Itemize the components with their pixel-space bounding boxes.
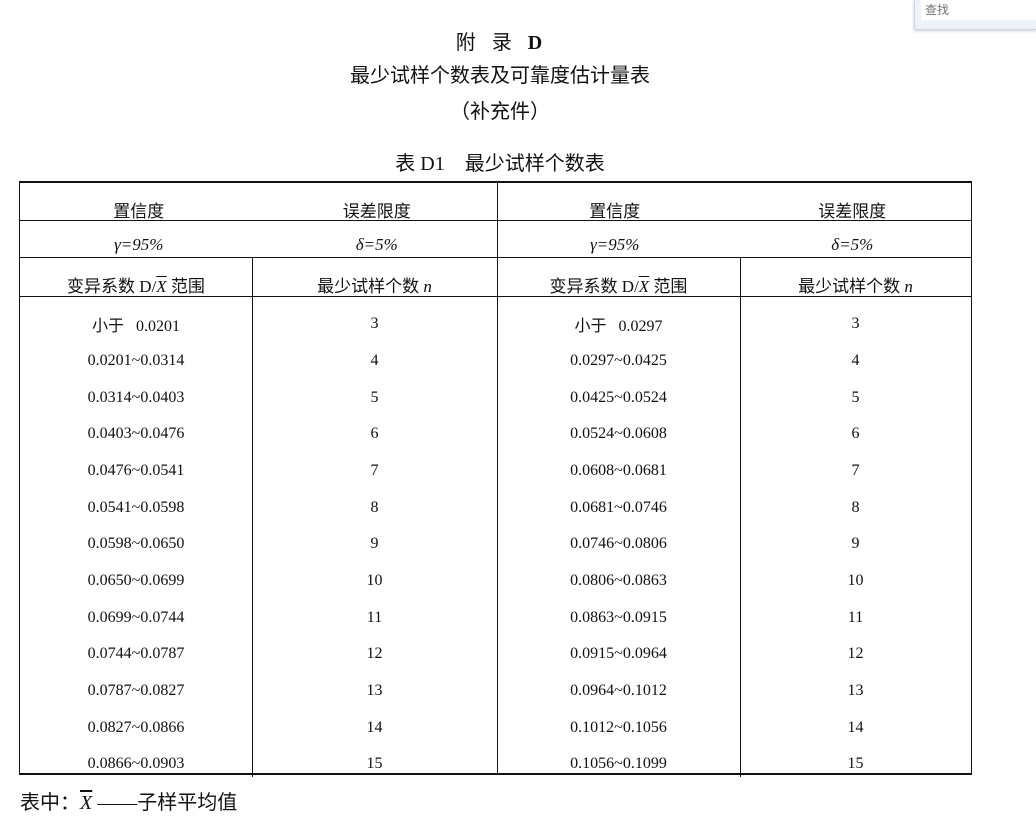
sample-count-cell: 9 bbox=[370, 535, 379, 553]
sample-count-cell: 13 bbox=[847, 681, 864, 699]
table-note: 表中：X ——子样平均值 bbox=[20, 792, 238, 814]
range-cell: 0.1012~0.1056 bbox=[570, 718, 667, 736]
sample-count-cell: 3 bbox=[370, 315, 379, 333]
header-row-3: 变异系数 D/X 范围 最少试样个数 n 变异系数 D/X 范围 最少试样个数 … bbox=[20, 258, 971, 297]
sample-count-cell: 3 bbox=[851, 315, 860, 333]
range-cell: 0.0201~0.0314 bbox=[87, 351, 185, 369]
table-row: 0.0541~0.0598 8 0.0681~0.0746 8 bbox=[20, 489, 971, 526]
table-row: 0.0598~0.0650 9 0.0746~0.0806 9 bbox=[20, 526, 971, 563]
table-row: 0.0650~0.0699 10 0.0806~0.0863 10 bbox=[20, 563, 971, 600]
appendix-letter: D bbox=[527, 32, 545, 54]
sample-count-cell: 6 bbox=[851, 425, 860, 443]
header-cell: 变异系数 D/X 范围 bbox=[549, 277, 688, 296]
range-cell: 0.0425~0.0524 bbox=[570, 388, 667, 406]
header-row-2: γ=95% δ=5% γ=95% δ=5% bbox=[20, 221, 971, 258]
table-body: 小于 0.0201 3 小于 0.0297 3 0.0201~0.0314 4 0.0297… bbox=[20, 298, 971, 773]
table-row: 0.0476~0.0541 7 0.0608~0.0681 7 bbox=[20, 453, 971, 490]
range-cell: 0.0650~0.0699 bbox=[87, 571, 185, 589]
header-cell: 变异系数 D/X 范围 bbox=[67, 277, 205, 296]
range-cell: 0.0744~0.0787 bbox=[87, 645, 185, 663]
range-cell: 小于 0.0201 bbox=[91, 318, 180, 336]
header-cell: 误差限度 bbox=[342, 202, 411, 221]
range-cell: 0.0598~0.0650 bbox=[87, 535, 185, 553]
table-row: 0.0744~0.0787 12 0.0915~0.0964 12 bbox=[20, 636, 971, 673]
range-cell: 0.0746~0.0806 bbox=[570, 535, 667, 553]
min-sample-table: 置信度 误差限度 置信度 误差限度 γ=95% δ=5% γ=95% δ=5% … bbox=[19, 181, 972, 777]
sample-count-cell: 7 bbox=[851, 461, 860, 479]
range-cell: 小于 0.0297 bbox=[574, 318, 663, 336]
range-cell: 0.0541~0.0598 bbox=[87, 498, 185, 516]
sample-count-cell: 9 bbox=[851, 535, 860, 553]
header-cell: γ=95% bbox=[590, 235, 640, 254]
appendix-label: 附 录 bbox=[455, 32, 514, 54]
range-cell: 0.0915~0.0964 bbox=[570, 645, 667, 663]
table-row: 0.0403~0.0476 6 0.0524~0.0608 6 bbox=[20, 416, 971, 453]
range-cell: 0.0699~0.0744 bbox=[87, 608, 185, 626]
sample-count-cell: 4 bbox=[851, 351, 860, 369]
sample-count-cell: 11 bbox=[366, 608, 383, 626]
sample-count-cell: 15 bbox=[366, 755, 383, 773]
document-title: 最少试样个数表及可靠度估计量表 bbox=[350, 65, 650, 87]
sample-count-cell: 13 bbox=[366, 681, 383, 699]
range-cell: 0.0681~0.0746 bbox=[570, 498, 667, 516]
header-cell: δ=5% bbox=[831, 235, 874, 254]
table-row: 0.0787~0.0827 13 0.0964~0.1012 13 bbox=[20, 673, 971, 710]
table-row: 0.0866~0.0903 15 0.1056~0.1099 15 bbox=[20, 746, 971, 773]
range-cell: 0.0866~0.0903 bbox=[87, 755, 185, 773]
table-row: 小于 0.0201 3 小于 0.0297 3 bbox=[20, 306, 971, 343]
header-cell: γ=95% bbox=[114, 235, 164, 254]
sample-count-cell: 7 bbox=[370, 461, 379, 479]
header-cell: 置信度 bbox=[589, 202, 641, 221]
table-caption: 表 D1 最少试样个数表 bbox=[395, 153, 605, 175]
sample-count-cell: 8 bbox=[370, 498, 379, 516]
sample-count-cell: 10 bbox=[366, 571, 383, 589]
range-cell: 0.0524~0.0608 bbox=[570, 425, 667, 443]
find-input[interactable] bbox=[921, 0, 1036, 20]
appendix-heading: 附 录 D bbox=[0, 26, 1000, 55]
header-cell: 最少试样个数 n bbox=[317, 277, 432, 296]
sample-count-cell: 14 bbox=[847, 718, 864, 736]
document-subtitle: （补充件） bbox=[450, 101, 550, 123]
range-cell: 0.0863~0.0915 bbox=[570, 608, 667, 626]
header-cell: 最少试样个数 n bbox=[798, 277, 913, 296]
range-cell: 0.1056~0.1099 bbox=[570, 755, 667, 773]
range-cell: 0.0297~0.0425 bbox=[570, 351, 667, 369]
range-cell: 0.0476~0.0541 bbox=[87, 461, 185, 479]
header-row-1: 置信度 误差限度 置信度 误差限度 bbox=[20, 183, 971, 221]
sample-count-cell: 15 bbox=[847, 755, 864, 773]
sample-count-cell: 6 bbox=[370, 425, 379, 443]
table-row: 0.0201~0.0314 4 0.0297~0.0425 4 bbox=[20, 343, 971, 380]
range-cell: 0.0608~0.0681 bbox=[570, 461, 667, 479]
sample-count-cell: 12 bbox=[366, 645, 383, 663]
sample-count-cell: 12 bbox=[847, 645, 864, 663]
sample-count-cell: 11 bbox=[847, 608, 864, 626]
table-row: 0.0699~0.0744 11 0.0863~0.0915 11 bbox=[20, 599, 971, 636]
sample-count-cell: 4 bbox=[370, 351, 379, 369]
sample-count-cell: 14 bbox=[366, 718, 383, 736]
header-cell: 置信度 bbox=[113, 202, 165, 221]
sample-count-cell: 5 bbox=[851, 388, 860, 406]
table-row: 0.0314~0.0403 5 0.0425~0.0524 5 bbox=[20, 379, 971, 416]
sample-count-cell: 10 bbox=[847, 571, 864, 589]
sample-count-cell: 8 bbox=[851, 498, 860, 516]
range-cell: 0.0403~0.0476 bbox=[87, 425, 185, 443]
find-box bbox=[914, 0, 1036, 30]
range-cell: 0.0806~0.0863 bbox=[570, 571, 667, 589]
range-cell: 0.0827~0.0866 bbox=[87, 718, 185, 736]
range-cell: 0.0787~0.0827 bbox=[87, 681, 185, 699]
sample-count-cell: 5 bbox=[370, 388, 379, 406]
range-cell: 0.0314~0.0403 bbox=[87, 388, 185, 406]
header-cell: 误差限度 bbox=[818, 202, 887, 221]
header-cell: δ=5% bbox=[355, 235, 398, 254]
table-row: 0.0827~0.0866 14 0.1012~0.1056 14 bbox=[20, 709, 971, 746]
range-cell: 0.0964~0.1012 bbox=[570, 681, 667, 699]
